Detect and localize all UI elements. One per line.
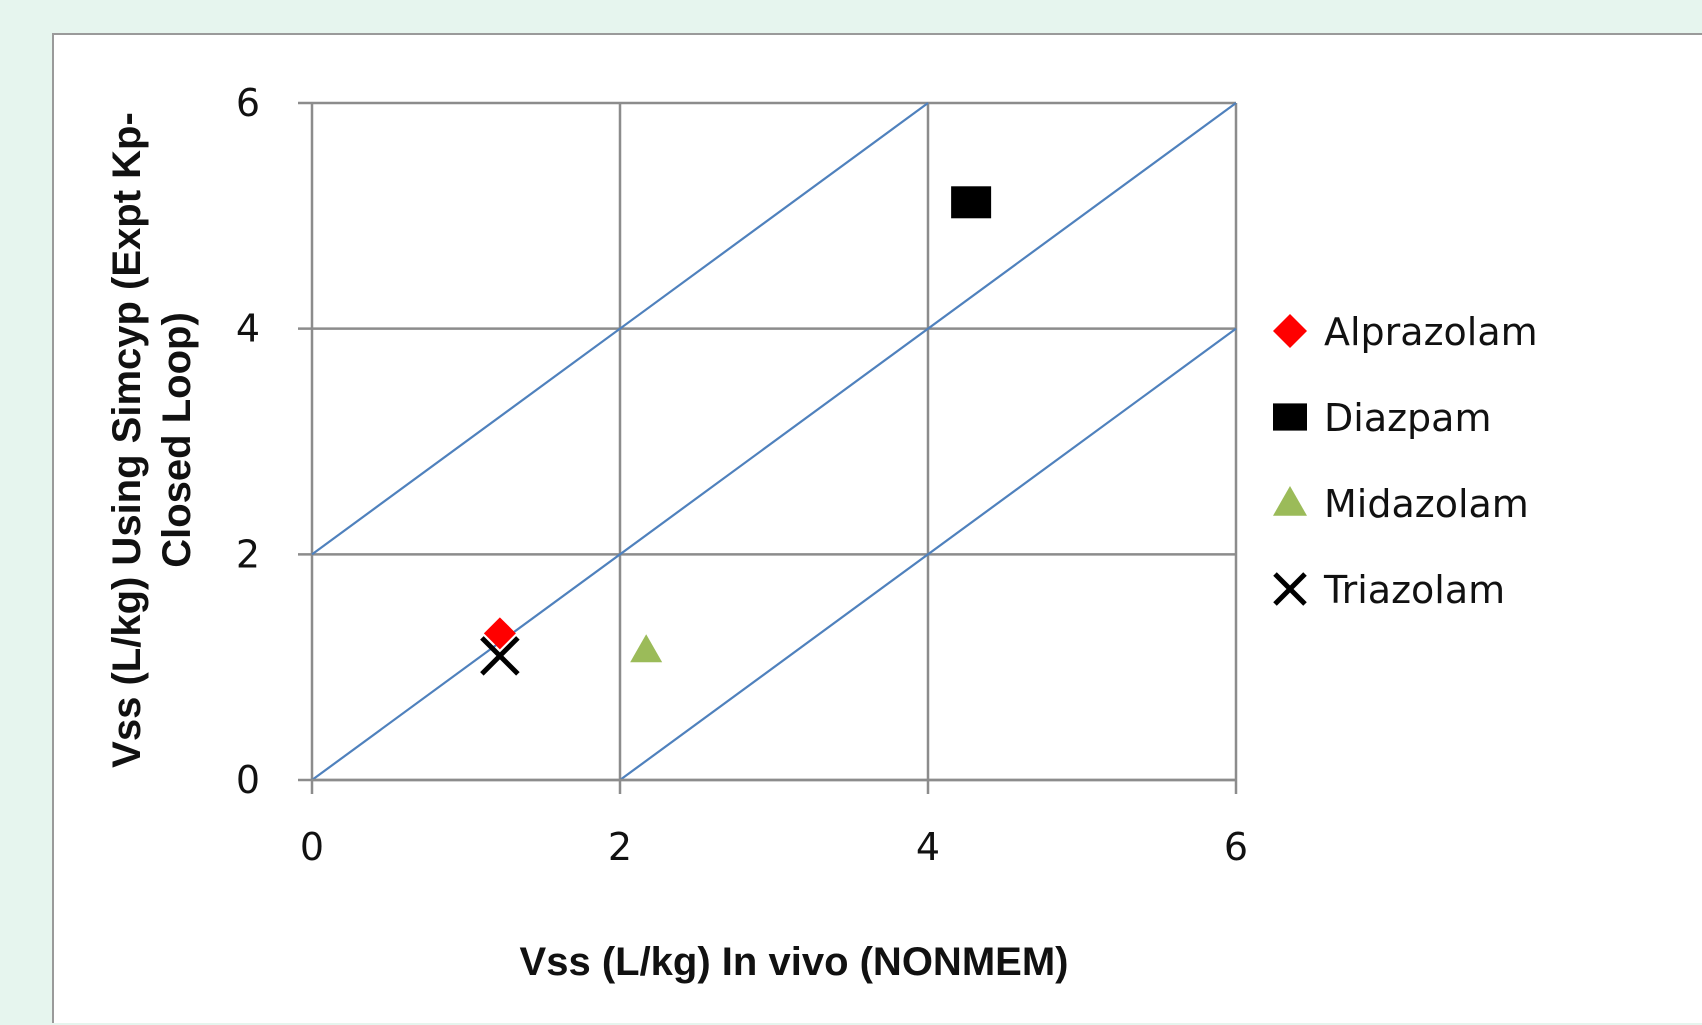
y-tick-label-4: 4 (236, 307, 260, 351)
legend-marker-triazolam (1273, 572, 1307, 606)
x-tick-label-0: 0 (300, 825, 324, 869)
legend-marker-midazolam (1273, 486, 1307, 516)
x-tick-label-2: 2 (608, 825, 632, 869)
legend-label-triazolam: Triazolam (1323, 568, 1505, 612)
point-triazolam-stroke-b (480, 636, 520, 676)
y-tick-label-6: 6 (236, 81, 260, 125)
y-axis-title-line-2: Closed Loop) (155, 312, 199, 568)
reference-line-2 (311, 102, 1237, 781)
reference-line-3 (619, 327, 1237, 781)
tick-labels: 0 2 4 6 0 2 4 6 (236, 81, 1248, 869)
point-diazpam (951, 186, 992, 219)
x-tick-label-4: 4 (916, 825, 940, 869)
legend-marker-diazpam (1273, 403, 1307, 431)
reference-lines (311, 102, 1237, 781)
legend-label-midazolam: Midazolam (1324, 482, 1529, 526)
scatter-chart: 0 2 4 6 0 2 4 6 Alprazolam Diazpam Midazolam Triaz… (105, 81, 1538, 984)
x-axis-title: Vss (L/kg) In vivo (NONMEM) (520, 940, 1069, 984)
legend: Alprazolam Diazpam Midazolam Triazolam (1273, 310, 1538, 612)
legend-label-diazpam: Diazpam (1324, 396, 1491, 440)
legend-marker-alprazolam (1273, 314, 1307, 348)
point-triazolam (480, 636, 520, 676)
chart-panel: 0 2 4 6 0 2 4 6 Alprazolam Diazpam Midazolam Triaz… (52, 33, 1702, 1023)
legend-label-alprazolam: Alprazolam (1324, 310, 1538, 354)
y-tick-label-2: 2 (236, 532, 260, 576)
y-axis-title: Vss (L/kg) Using Simcyp (Expt Kp- Closed … (105, 112, 199, 768)
grid-lines (298, 101, 1238, 782)
point-midazolam (630, 634, 663, 663)
data-points (480, 186, 992, 676)
x-tick-label-6: 6 (1224, 825, 1248, 869)
point-alprazolam (483, 617, 516, 650)
y-tick-label-0: 0 (236, 758, 260, 802)
axes (310, 778, 1238, 794)
reference-line-1 (311, 102, 929, 556)
y-axis-title-line-1: Vss (L/kg) Using Simcyp (Expt Kp- (105, 112, 149, 768)
legend-marker-triazolam-stroke-b (1273, 572, 1307, 606)
